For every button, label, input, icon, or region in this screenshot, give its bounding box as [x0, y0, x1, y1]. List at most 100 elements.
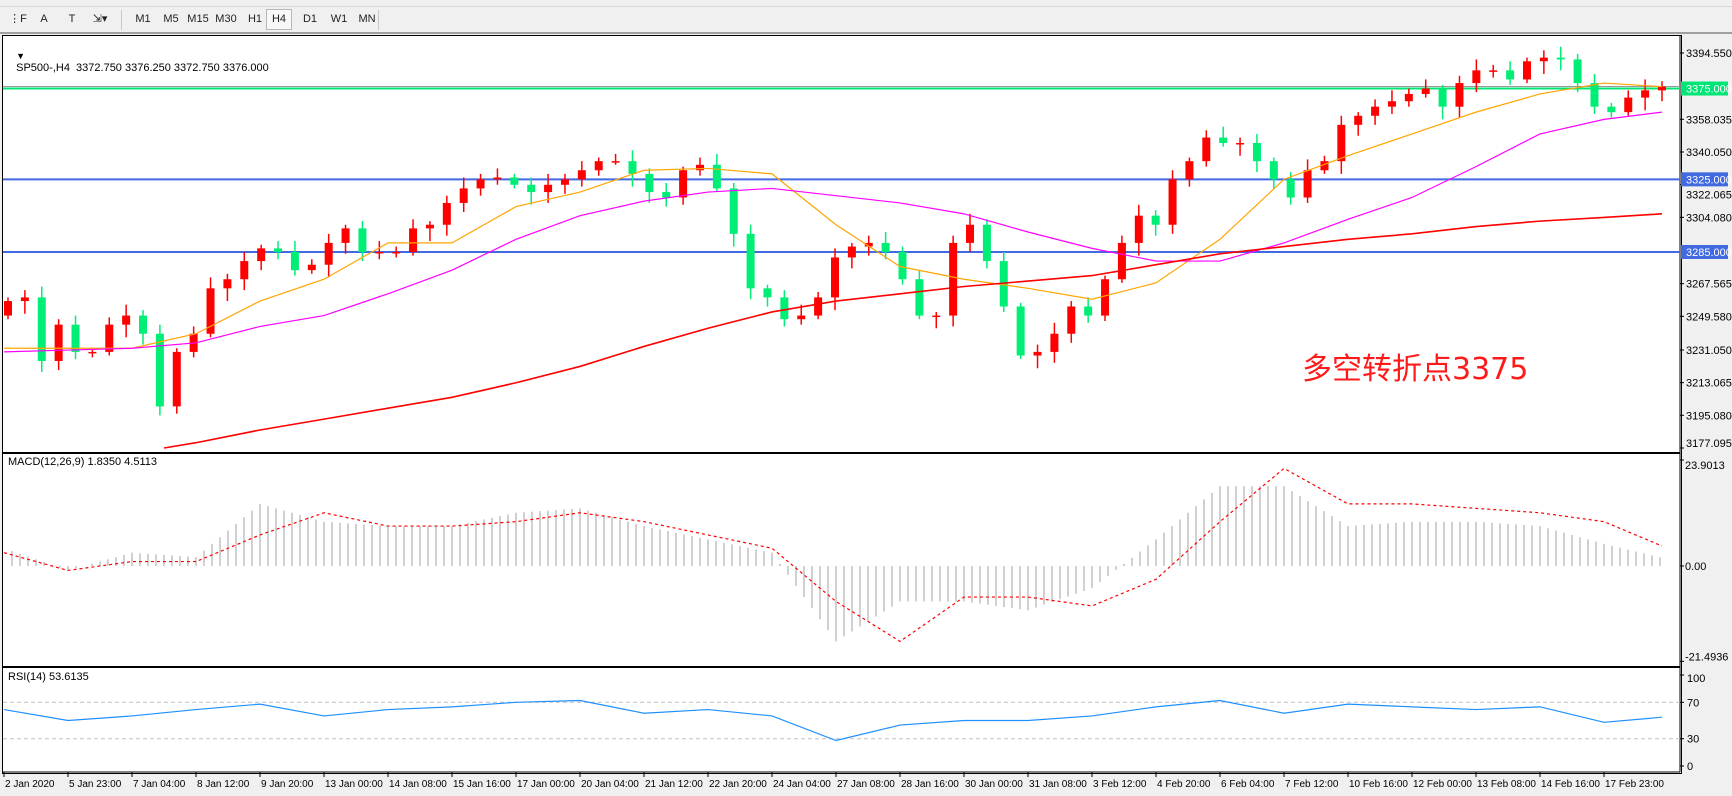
- candle-body: [1320, 161, 1329, 171]
- candle-body: [1219, 137, 1228, 144]
- chart-window[interactable]: [2, 35, 1682, 774]
- timeframe-mn[interactable]: MN: [358, 13, 376, 25]
- candle-body: [88, 351, 97, 354]
- candle: [1573, 53, 1582, 93]
- candle: [1016, 302, 1025, 360]
- candle: [392, 246, 401, 258]
- timeframe-w1[interactable]: W1: [330, 13, 348, 25]
- candle-body: [949, 242, 958, 316]
- timeframe-m15[interactable]: M15: [187, 13, 209, 25]
- candle-body: [1016, 306, 1025, 356]
- price-tick-label: 3177.095: [1686, 438, 1732, 450]
- candle: [223, 273, 232, 302]
- candle-body: [1050, 333, 1059, 352]
- price-tick-label: 3195.080: [1686, 410, 1732, 422]
- timeframe-m30[interactable]: M30: [215, 13, 237, 25]
- candle-body: [290, 251, 299, 271]
- candle: [814, 291, 823, 320]
- candle-body: [797, 315, 806, 320]
- candle: [577, 161, 586, 187]
- timeframe-m1[interactable]: M1: [135, 13, 151, 25]
- candle-body: [695, 164, 704, 171]
- candle: [1101, 275, 1110, 322]
- candle: [20, 290, 29, 314]
- candle: [831, 248, 839, 311]
- candle-body: [780, 297, 789, 320]
- period-separator-icon[interactable]: ⋮F: [9, 13, 27, 25]
- candle-body: [915, 279, 924, 316]
- candle-body: [442, 202, 451, 225]
- price-tick-label: 3304.080: [1686, 212, 1732, 224]
- candle-body: [560, 179, 569, 185]
- candle: [4, 297, 12, 320]
- candle: [1236, 137, 1245, 156]
- candle: [442, 195, 451, 236]
- candle-body: [1641, 90, 1650, 98]
- candle: [746, 224, 755, 300]
- candle-body: [1421, 88, 1430, 94]
- rsi-tick-label: 100: [1687, 673, 1705, 685]
- candle-body: [510, 177, 519, 185]
- candle-body: [1506, 70, 1515, 80]
- price-tick-label: 3267.565: [1686, 279, 1732, 291]
- candle-body: [1607, 106, 1616, 113]
- time-tick-label: 14 Jan 08:00: [389, 779, 447, 790]
- rsi-tick-label: 0: [1687, 761, 1693, 773]
- time-tick-label: 24 Jan 04:00: [773, 779, 831, 790]
- candle: [1033, 344, 1042, 369]
- candle: [1506, 61, 1515, 85]
- candle: [307, 259, 316, 274]
- candle: [1168, 170, 1177, 234]
- candle: [290, 241, 299, 276]
- candle-body: [1236, 143, 1245, 145]
- candle: [763, 284, 772, 307]
- candle-body: [1658, 86, 1666, 91]
- text-label-tool-icon[interactable]: T: [68, 13, 76, 25]
- time-tick-label: 7 Feb 12:00: [1285, 779, 1339, 790]
- text-tool-icon[interactable]: A: [40, 13, 48, 25]
- candle-body: [1151, 215, 1160, 225]
- candle: [915, 270, 924, 320]
- candle: [611, 153, 620, 165]
- timeframe-h4[interactable]: H4: [266, 9, 292, 30]
- candle-body: [898, 251, 907, 280]
- price-tick-label: 3358.035: [1686, 114, 1732, 126]
- arrow-tool-icon[interactable]: ⇲▾: [92, 13, 108, 25]
- chart-annotation[interactable]: 多空转折点3375: [1302, 352, 1529, 387]
- candle-body: [122, 315, 131, 325]
- candle: [1556, 46, 1565, 71]
- candle: [695, 157, 704, 176]
- candle: [560, 173, 569, 194]
- candle: [679, 166, 688, 205]
- candle: [1522, 57, 1531, 84]
- candle-body: [1455, 83, 1464, 107]
- time-tick-label: 9 Jan 20:00: [261, 779, 314, 790]
- candle-body: [527, 184, 536, 193]
- candle-body: [1337, 124, 1346, 162]
- candle-body: [1438, 88, 1447, 107]
- timeframe-d1[interactable]: D1: [302, 13, 318, 25]
- candle: [1084, 297, 1093, 323]
- candle-body: [139, 315, 148, 334]
- candle: [425, 221, 434, 242]
- candle-body: [20, 297, 29, 302]
- candle-body: [645, 173, 654, 193]
- timeframe-h1[interactable]: H1: [247, 13, 263, 25]
- timeframe-m5[interactable]: M5: [163, 13, 179, 25]
- candle-body: [932, 315, 941, 318]
- candle: [105, 317, 114, 356]
- candle-body: [324, 242, 333, 265]
- toolbar-separator: [121, 10, 122, 30]
- candle: [54, 319, 63, 371]
- time-tick-label: 21 Jan 12:00: [645, 779, 703, 790]
- candle: [1421, 79, 1430, 98]
- time-tick-label: 17 Feb 23:00: [1605, 779, 1664, 790]
- candle: [1050, 322, 1059, 363]
- collapse-triangle-icon[interactable]: ▼: [16, 51, 26, 61]
- candle: [712, 153, 721, 193]
- candle-body: [1168, 179, 1177, 225]
- candle-body: [1202, 137, 1211, 162]
- candle-body: [1252, 143, 1261, 162]
- main-toolbar: [0, 0, 1732, 7]
